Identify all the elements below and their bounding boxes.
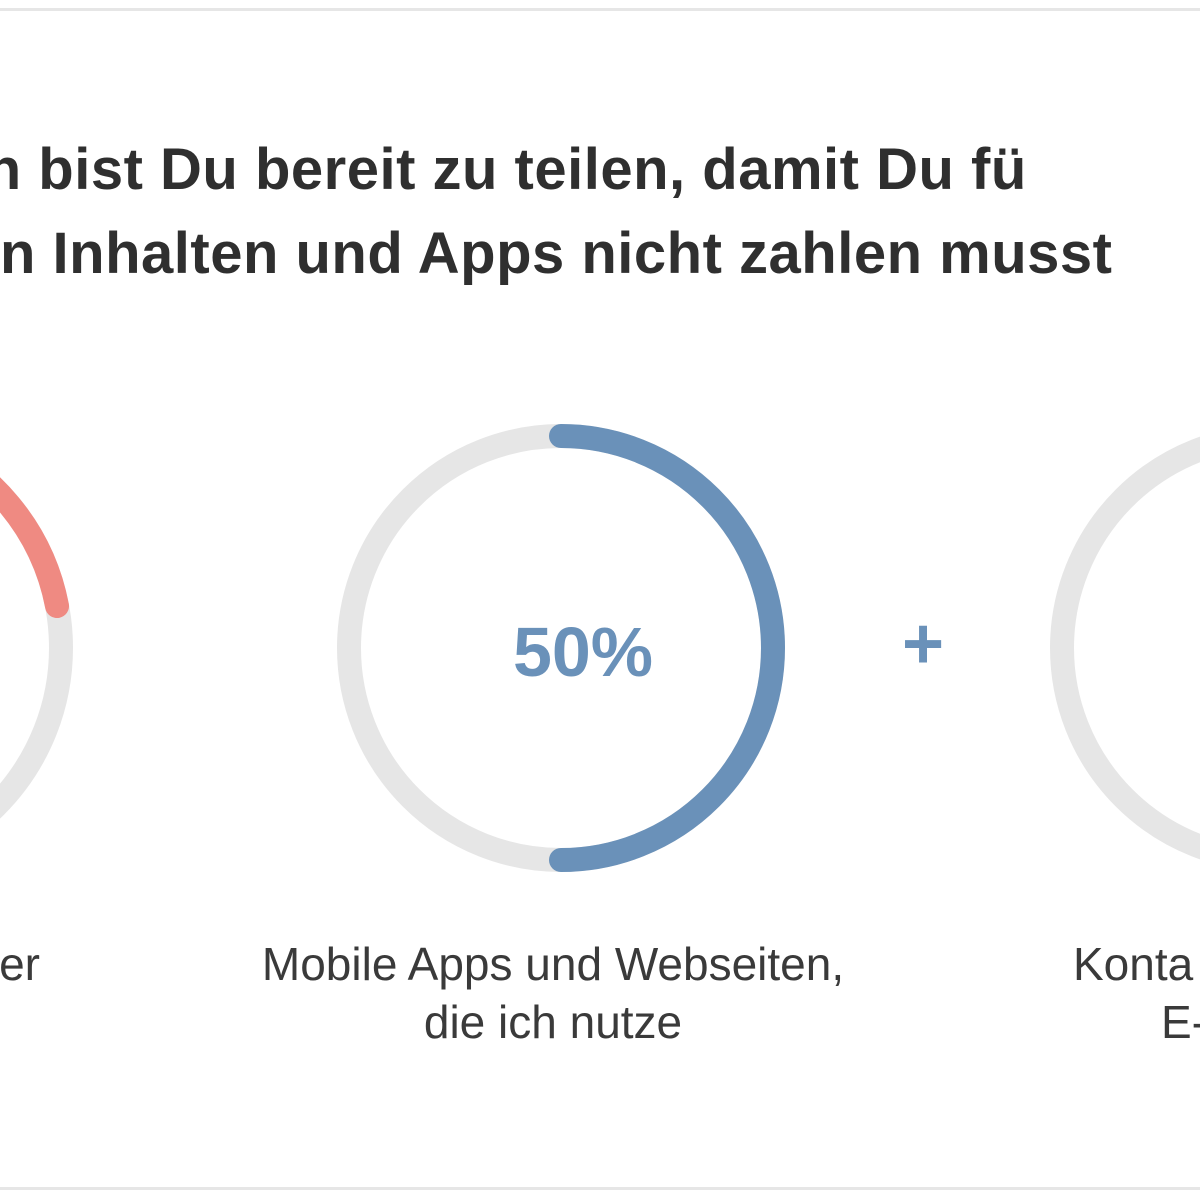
- caption-center-line-1: Mobile Apps und Webseiten,: [261, 938, 845, 990]
- donut-track-2: [1050, 436, 1200, 860]
- donut-caption-left: er: [0, 935, 40, 993]
- chart-title: en bist Du bereit zu teilen, damit Du fü…: [0, 128, 1112, 296]
- caption-right-line-1: Konta: [1073, 938, 1194, 990]
- donut-value-arc-0: [0, 477, 70, 619]
- caption-left-line-1: er: [0, 938, 40, 990]
- caption-center-line-2: die ich nutze: [423, 996, 683, 1048]
- bottom-border: [0, 1187, 1200, 1190]
- title-line-2: n Inhalten und Apps nicht zahlen musst: [0, 221, 1113, 286]
- donut-caption-center: Mobile Apps und Webseiten, die ich nutze: [203, 935, 903, 1051]
- donut-center-value: 50%: [512, 613, 654, 691]
- caption-right-line-2: E-: [1161, 996, 1200, 1048]
- title-line-1: en bist Du bereit zu teilen, damit Du fü: [0, 137, 1027, 202]
- plus-separator: +: [901, 604, 945, 684]
- donut-track-0: [0, 477, 73, 819]
- top-border: [0, 8, 1200, 11]
- donut-value-arc-1: [549, 424, 785, 872]
- donut-caption-right: Konta E-: [1073, 935, 1200, 1051]
